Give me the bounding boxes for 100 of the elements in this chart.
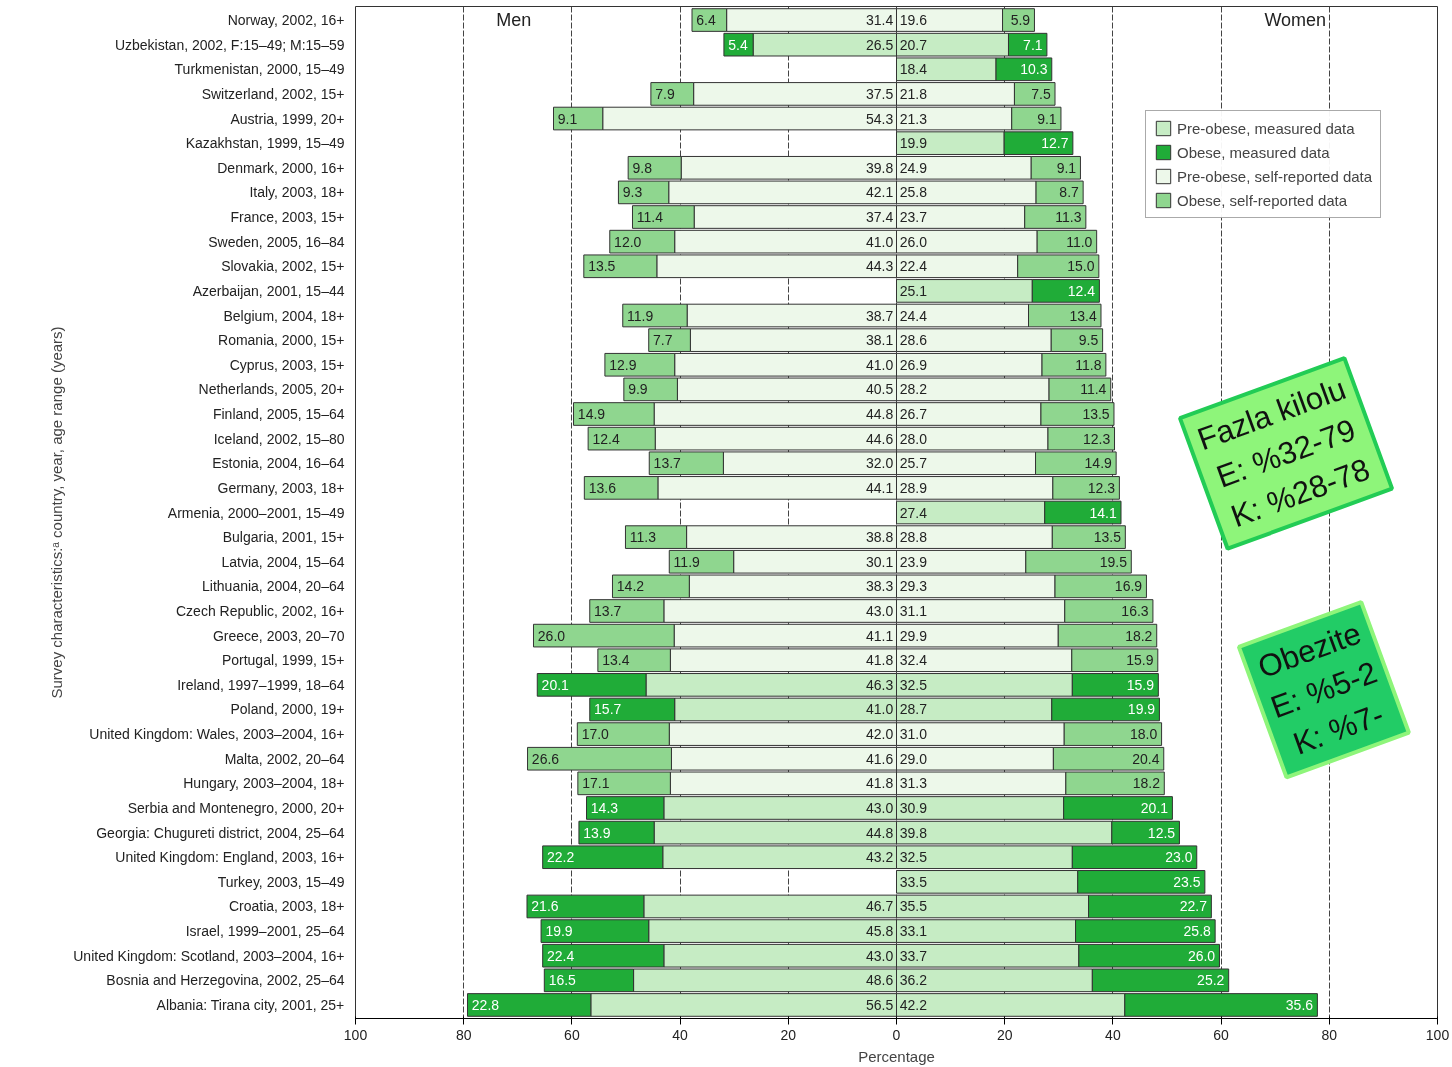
data-label: 18.2 <box>1125 627 1153 644</box>
y-tick-label: Belgium, 2004, 18+ <box>223 307 345 324</box>
x-axis-title: Percentage <box>858 1047 935 1065</box>
y-tick-label: Portugal, 1999, 15+ <box>221 652 345 669</box>
data-label: 8.7 <box>1059 184 1080 201</box>
data-label: 22.7 <box>1179 898 1208 915</box>
data-label: 41.8 <box>866 652 894 669</box>
data-label: 22.4 <box>547 947 575 964</box>
y-tick-label: Austria, 1999, 20+ <box>230 110 345 127</box>
data-label: 39.8 <box>866 159 894 176</box>
data-label: 17.0 <box>581 726 610 743</box>
x-tick-label: 60 <box>564 1026 580 1043</box>
y-tick-label: Bulgaria, 2001, 15+ <box>222 529 345 546</box>
x-tick-label: 40 <box>1105 1026 1121 1043</box>
data-label: 44.8 <box>866 406 894 423</box>
data-label: 6.4 <box>696 12 717 29</box>
data-label: 20.1 <box>541 676 570 693</box>
data-label: 21.3 <box>899 110 928 127</box>
data-label: 9.1 <box>557 110 578 127</box>
data-label: 20.1 <box>1140 799 1169 816</box>
data-label: 44.3 <box>866 258 894 275</box>
y-tick-label: Cyprus, 2003, 15+ <box>229 356 345 373</box>
data-label: 9.1 <box>1056 159 1077 176</box>
data-label: 12.4 <box>592 430 620 447</box>
data-label: 18.0 <box>1130 726 1158 743</box>
data-label: 44.8 <box>866 824 894 841</box>
data-label: 23.7 <box>899 209 928 226</box>
y-tick-label: Malta, 2002, 20–64 <box>224 750 345 767</box>
y-tick-label: Denmark, 2000, 16+ <box>217 159 345 176</box>
data-label: 45.8 <box>866 923 894 940</box>
data-label: 43.0 <box>866 947 894 964</box>
data-label: 11.4 <box>636 209 664 226</box>
data-label: 12.3 <box>1087 479 1116 496</box>
data-label: 14.9 <box>577 406 606 423</box>
data-label: 23.9 <box>899 553 928 570</box>
data-label: 11.0 <box>1066 233 1093 250</box>
data-label: 26.0 <box>537 627 566 644</box>
data-label: 32.5 <box>899 676 928 693</box>
data-label: 11.9 <box>627 307 654 324</box>
y-tick-label: Uzbekistan, 2002, F:15–49; M:15–59 <box>114 36 345 53</box>
y-tick-label: Albania: Tirana city, 2001, 25+ <box>156 996 345 1013</box>
y-tick-label: Slovakia, 2002, 15+ <box>221 258 345 275</box>
x-tick-label: 100 <box>343 1026 368 1043</box>
data-label: 11.8 <box>1075 356 1102 373</box>
data-label: 41.6 <box>866 750 894 767</box>
y-tick-label: Hungary, 2003–2004, 18+ <box>183 775 345 792</box>
x-tick-label: 100 <box>1425 1026 1450 1043</box>
data-label: 44.1 <box>866 479 894 496</box>
data-label: 31.0 <box>899 726 928 743</box>
data-label: 19.6 <box>899 12 928 29</box>
data-label: 7.5 <box>1031 85 1051 102</box>
data-label: 25.7 <box>899 455 928 472</box>
data-label: 9.8 <box>632 159 653 176</box>
y-tick-label: Armenia, 2000–2001, 15–49 <box>167 504 345 521</box>
data-label: 26.0 <box>899 233 928 250</box>
data-label: 41.0 <box>866 356 894 373</box>
data-label: 28.2 <box>899 381 928 398</box>
data-label: 16.5 <box>548 972 577 989</box>
data-label: 25.1 <box>899 282 928 299</box>
data-label: 35.6 <box>1285 996 1314 1013</box>
y-tick-label: United Kingdom: Wales, 2003–2004, 16+ <box>89 726 345 743</box>
data-label: 42.1 <box>866 184 894 201</box>
data-label: 14.3 <box>590 799 619 816</box>
data-label: 14.2 <box>616 578 645 595</box>
data-label: 38.1 <box>866 332 894 349</box>
data-label: 44.6 <box>866 430 894 447</box>
y-tick-label: Switzerland, 2002, 15+ <box>201 85 345 102</box>
data-label: 11.3 <box>1055 209 1082 226</box>
data-label: 12.7 <box>1041 135 1069 152</box>
y-tick-label: Azerbaijan, 2001, 15–44 <box>192 282 345 299</box>
x-tick-label: 20 <box>780 1026 797 1043</box>
data-label: 21.6 <box>531 898 559 915</box>
data-label: 31.3 <box>899 775 928 792</box>
y-tick-label: Italy, 2003, 18+ <box>249 184 345 201</box>
data-label: 13.4 <box>602 652 630 669</box>
x-tick-label: 80 <box>455 1026 472 1043</box>
data-label: 46.3 <box>866 676 894 693</box>
data-label: 41.1 <box>866 627 894 644</box>
data-label: 42.0 <box>866 726 894 743</box>
data-label: 21.8 <box>899 85 928 102</box>
data-label: 7.9 <box>655 85 675 102</box>
data-label: 23.0 <box>1165 849 1193 866</box>
y-tick-label: Norway, 2002, 16+ <box>227 12 345 29</box>
legend-label: Pre-obese, self-reported data <box>1177 167 1373 185</box>
data-label: 12.4 <box>1067 282 1096 299</box>
data-label: 28.7 <box>899 701 928 718</box>
data-label: 29.9 <box>899 627 928 644</box>
data-label: 39.8 <box>899 824 928 841</box>
y-axis-title: Survey characteristics:ᵃ country, year, age range (years) <box>48 326 66 699</box>
data-label: 25.8 <box>899 184 928 201</box>
data-label: 10.3 <box>1020 61 1048 78</box>
data-label: 11.3 <box>629 529 657 546</box>
data-label: 37.4 <box>866 209 894 226</box>
x-tick-label: 0 <box>892 1026 901 1043</box>
y-tick-label: Estonia, 2004, 16–64 <box>212 455 345 472</box>
data-label: 43.2 <box>866 849 894 866</box>
data-label: 9.9 <box>628 381 648 398</box>
x-tick-label: 80 <box>1321 1026 1338 1043</box>
y-tick-label: Germany, 2003, 18+ <box>217 479 345 496</box>
data-label: 14.1 <box>1089 504 1117 521</box>
